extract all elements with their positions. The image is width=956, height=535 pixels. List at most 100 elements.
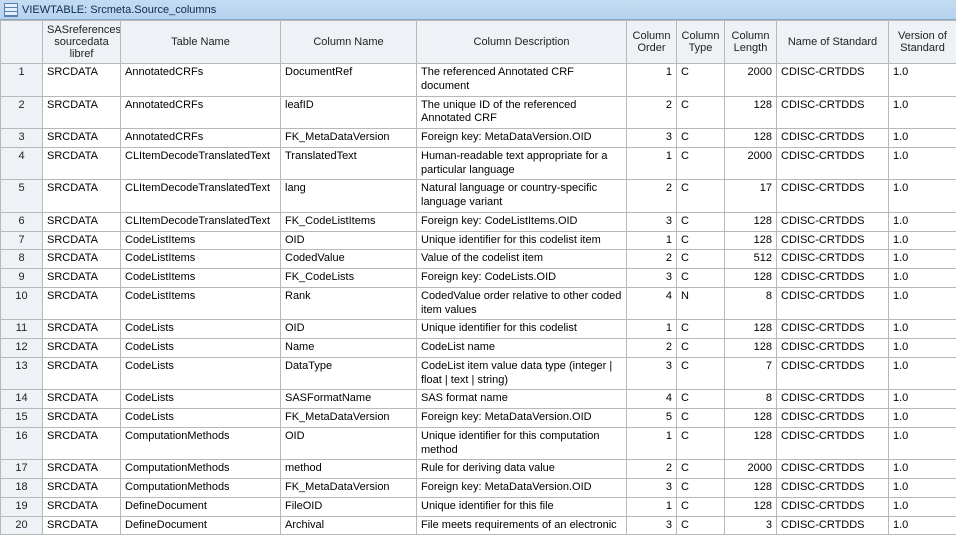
cell-cdesc[interactable]: Foreign key: CodeLists.OID	[417, 269, 627, 288]
cell-cname[interactable]: OID	[281, 231, 417, 250]
cell-cname[interactable]: FK_MetaDataVersion	[281, 409, 417, 428]
cell-corder[interactable]: 3	[627, 212, 677, 231]
column-header[interactable]: Column Order	[627, 21, 677, 64]
table-row[interactable]: 9SRCDATACodeListItemsFK_CodeListsForeign…	[1, 269, 956, 288]
column-header[interactable]	[1, 21, 43, 64]
cell-ver[interactable]: 1.0	[889, 212, 956, 231]
cell-ver[interactable]: 1.0	[889, 460, 956, 479]
cell-clen[interactable]: 128	[725, 409, 777, 428]
cell-clen[interactable]: 128	[725, 479, 777, 498]
table-row[interactable]: 4SRCDATACLItemDecodeTranslatedTextTransl…	[1, 147, 956, 180]
cell-tname[interactable]: CodeLists	[121, 409, 281, 428]
column-header[interactable]: Column Length	[725, 21, 777, 64]
cell-cname[interactable]: method	[281, 460, 417, 479]
column-header[interactable]: Version of Standard	[889, 21, 956, 64]
cell-libref[interactable]: SRCDATA	[43, 479, 121, 498]
cell-clen[interactable]: 128	[725, 212, 777, 231]
cell-cdesc[interactable]: The unique ID of the referenced Annotate…	[417, 96, 627, 129]
cell-ver[interactable]: 1.0	[889, 269, 956, 288]
cell-cname[interactable]: FK_CodeLists	[281, 269, 417, 288]
cell-cdesc[interactable]: The referenced Annotated CRF document	[417, 64, 627, 97]
cell-clen[interactable]: 128	[725, 96, 777, 129]
cell-cname[interactable]: TranslatedText	[281, 147, 417, 180]
data-grid[interactable]: SASreferences sourcedata librefTable Nam…	[0, 20, 956, 535]
cell-ctype[interactable]: C	[677, 212, 725, 231]
cell-std[interactable]: CDISC-CRTDDS	[777, 339, 889, 358]
cell-std[interactable]: CDISC-CRTDDS	[777, 479, 889, 498]
cell-cname[interactable]: OID	[281, 320, 417, 339]
table-row[interactable]: 15SRCDATACodeListsFK_MetaDataVersionFore…	[1, 409, 956, 428]
table-row[interactable]: 10SRCDATACodeListItemsRankCodedValue ord…	[1, 287, 956, 320]
cell-corder[interactable]: 2	[627, 460, 677, 479]
cell-cname[interactable]: FK_CodeListItems	[281, 212, 417, 231]
cell-cname[interactable]: DataType	[281, 357, 417, 390]
table-row[interactable]: 7SRCDATACodeListItemsOIDUnique identifie…	[1, 231, 956, 250]
cell-ver[interactable]: 1.0	[889, 129, 956, 148]
cell-std[interactable]: CDISC-CRTDDS	[777, 287, 889, 320]
cell-cname[interactable]: lang	[281, 180, 417, 213]
cell-std[interactable]: CDISC-CRTDDS	[777, 250, 889, 269]
cell-row[interactable]: 10	[1, 287, 43, 320]
cell-corder[interactable]: 2	[627, 250, 677, 269]
cell-corder[interactable]: 1	[627, 497, 677, 516]
cell-row[interactable]: 12	[1, 339, 43, 358]
cell-std[interactable]: CDISC-CRTDDS	[777, 64, 889, 97]
cell-std[interactable]: CDISC-CRTDDS	[777, 320, 889, 339]
cell-row[interactable]: 1	[1, 64, 43, 97]
cell-cname[interactable]: FileOID	[281, 497, 417, 516]
cell-row[interactable]: 18	[1, 479, 43, 498]
cell-tname[interactable]: CodeListItems	[121, 231, 281, 250]
cell-row[interactable]: 4	[1, 147, 43, 180]
cell-ver[interactable]: 1.0	[889, 390, 956, 409]
cell-row[interactable]: 8	[1, 250, 43, 269]
cell-cdesc[interactable]: SAS format name	[417, 390, 627, 409]
cell-corder[interactable]: 1	[627, 64, 677, 97]
table-row[interactable]: 14SRCDATACodeListsSASFormatNameSAS forma…	[1, 390, 956, 409]
cell-cdesc[interactable]: Rule for deriving data value	[417, 460, 627, 479]
cell-clen[interactable]: 7	[725, 357, 777, 390]
cell-row[interactable]: 7	[1, 231, 43, 250]
cell-tname[interactable]: ComputationMethods	[121, 427, 281, 460]
cell-cname[interactable]: Name	[281, 339, 417, 358]
cell-corder[interactable]: 1	[627, 147, 677, 180]
cell-ver[interactable]: 1.0	[889, 231, 956, 250]
table-row[interactable]: 17SRCDATAComputationMethodsmethodRule fo…	[1, 460, 956, 479]
cell-corder[interactable]: 3	[627, 516, 677, 535]
cell-clen[interactable]: 2000	[725, 147, 777, 180]
cell-tname[interactable]: CodeLists	[121, 390, 281, 409]
cell-clen[interactable]: 128	[725, 427, 777, 460]
cell-libref[interactable]: SRCDATA	[43, 147, 121, 180]
cell-std[interactable]: CDISC-CRTDDS	[777, 390, 889, 409]
cell-clen[interactable]: 8	[725, 287, 777, 320]
cell-ctype[interactable]: C	[677, 357, 725, 390]
cell-ver[interactable]: 1.0	[889, 409, 956, 428]
cell-libref[interactable]: SRCDATA	[43, 427, 121, 460]
cell-corder[interactable]: 4	[627, 390, 677, 409]
cell-libref[interactable]: SRCDATA	[43, 129, 121, 148]
cell-libref[interactable]: SRCDATA	[43, 180, 121, 213]
cell-tname[interactable]: ComputationMethods	[121, 479, 281, 498]
cell-tname[interactable]: CLItemDecodeTranslatedText	[121, 147, 281, 180]
cell-libref[interactable]: SRCDATA	[43, 357, 121, 390]
cell-std[interactable]: CDISC-CRTDDS	[777, 96, 889, 129]
table-row[interactable]: 3SRCDATAAnnotatedCRFsFK_MetaDataVersionF…	[1, 129, 956, 148]
column-header[interactable]: Table Name	[121, 21, 281, 64]
cell-row[interactable]: 11	[1, 320, 43, 339]
cell-corder[interactable]: 2	[627, 339, 677, 358]
cell-ctype[interactable]: C	[677, 339, 725, 358]
cell-tname[interactable]: DefineDocument	[121, 497, 281, 516]
cell-ctype[interactable]: C	[677, 460, 725, 479]
table-row[interactable]: 6SRCDATACLItemDecodeTranslatedTextFK_Cod…	[1, 212, 956, 231]
cell-libref[interactable]: SRCDATA	[43, 516, 121, 535]
cell-corder[interactable]: 3	[627, 129, 677, 148]
cell-tname[interactable]: AnnotatedCRFs	[121, 129, 281, 148]
cell-cdesc[interactable]: Foreign key: MetaDataVersion.OID	[417, 129, 627, 148]
cell-clen[interactable]: 2000	[725, 460, 777, 479]
table-row[interactable]: 20SRCDATADefineDocumentArchivalFile meet…	[1, 516, 956, 535]
cell-std[interactable]: CDISC-CRTDDS	[777, 427, 889, 460]
cell-cname[interactable]: Rank	[281, 287, 417, 320]
cell-cname[interactable]: leafID	[281, 96, 417, 129]
cell-ver[interactable]: 1.0	[889, 427, 956, 460]
cell-ctype[interactable]: C	[677, 320, 725, 339]
cell-ver[interactable]: 1.0	[889, 320, 956, 339]
